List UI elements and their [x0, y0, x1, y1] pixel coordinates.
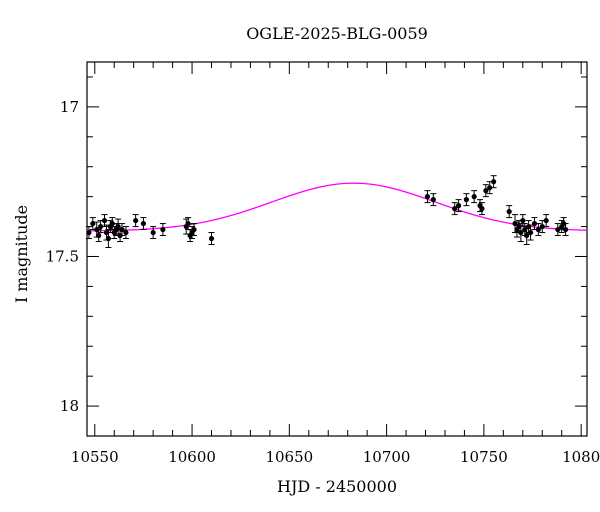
x-tick-label: 10650 — [265, 448, 313, 466]
data-point-marker — [535, 226, 541, 233]
data-point-marker — [455, 203, 462, 209]
data-points-group — [85, 175, 569, 249]
data-point-marker — [479, 206, 485, 212]
data-point-marker — [160, 226, 166, 233]
data-point — [122, 226, 129, 240]
x-tick-label: 1080 — [562, 448, 600, 466]
x-tick-label: 10550 — [71, 448, 119, 466]
data-point-marker — [531, 220, 538, 227]
data-point — [554, 223, 561, 237]
data-point — [132, 214, 139, 228]
data-point — [519, 214, 526, 228]
data-point-marker — [555, 226, 561, 233]
data-point — [191, 223, 198, 237]
data-point-marker — [520, 217, 526, 224]
data-point — [159, 223, 166, 237]
data-point-marker — [103, 229, 110, 236]
data-point — [140, 217, 147, 231]
data-point-marker — [109, 220, 115, 227]
data-point-marker — [98, 223, 104, 230]
data-point — [85, 226, 92, 240]
data-point-marker — [133, 217, 139, 224]
data-point — [478, 202, 485, 216]
y-tick-label: 17.5 — [46, 247, 79, 265]
y-tick-label: 18 — [60, 397, 79, 415]
data-point — [490, 175, 497, 189]
data-point — [543, 214, 550, 228]
data-point-marker — [491, 179, 497, 185]
data-point — [119, 223, 126, 237]
data-point — [562, 223, 569, 237]
data-point-marker — [562, 226, 569, 233]
data-point-marker — [524, 232, 530, 239]
data-point-marker — [101, 217, 108, 224]
data-point-marker — [430, 197, 436, 203]
data-point-marker — [471, 194, 477, 200]
data-point-marker — [185, 220, 191, 227]
data-point — [150, 226, 157, 240]
data-point-marker — [518, 229, 524, 236]
y-axis-label: I magnitude — [12, 205, 31, 303]
data-point-marker — [483, 188, 489, 194]
model-curve-line — [86, 182, 588, 232]
data-point-marker — [208, 235, 215, 242]
data-point-marker — [527, 229, 534, 236]
data-point — [455, 199, 462, 213]
axis-tick-labels: 10550 10600 10650 10700 10750 1080 17 17.5 18 — [46, 98, 600, 466]
data-point-marker — [487, 185, 493, 191]
x-tick-label: 10750 — [460, 448, 508, 466]
data-point — [109, 217, 116, 231]
data-point — [463, 193, 470, 207]
data-point — [424, 190, 431, 204]
data-point — [430, 193, 437, 207]
data-point-marker — [96, 232, 102, 239]
data-point — [471, 190, 478, 204]
data-point — [451, 202, 458, 216]
data-point — [486, 181, 493, 195]
data-point-marker — [115, 223, 121, 230]
data-point — [539, 220, 546, 234]
plot-frame-rect — [86, 61, 588, 437]
data-point-marker — [86, 229, 92, 236]
data-point — [482, 184, 489, 198]
chart-title: OGLE-2025-BLG-0059 — [246, 24, 428, 43]
x-axis-label: HJD - 2450000 — [277, 477, 397, 496]
data-point-marker — [119, 226, 125, 233]
data-point-marker — [522, 226, 528, 233]
data-point-marker — [140, 220, 147, 227]
x-tick-label: 10600 — [168, 448, 216, 466]
data-point-marker — [463, 197, 469, 203]
data-point-marker — [191, 226, 197, 233]
data-point-marker — [543, 217, 549, 224]
data-point-marker — [424, 194, 431, 200]
data-point-marker — [452, 206, 458, 212]
x-tick-label: 10700 — [363, 448, 411, 466]
data-point-marker — [150, 229, 156, 236]
data-point-marker — [123, 229, 129, 236]
y-tick-label: 17 — [60, 98, 79, 116]
model-curve-group — [86, 182, 588, 232]
axis-ticks — [87, 62, 587, 437]
data-point-marker — [516, 223, 522, 230]
data-point — [97, 220, 104, 234]
data-point — [185, 217, 192, 231]
plot-frame — [86, 61, 588, 437]
data-point — [535, 223, 542, 237]
data-point-marker — [539, 223, 545, 230]
data-point-marker — [105, 235, 112, 242]
data-point — [506, 205, 513, 219]
data-point-marker — [506, 209, 512, 215]
data-point — [208, 232, 215, 246]
